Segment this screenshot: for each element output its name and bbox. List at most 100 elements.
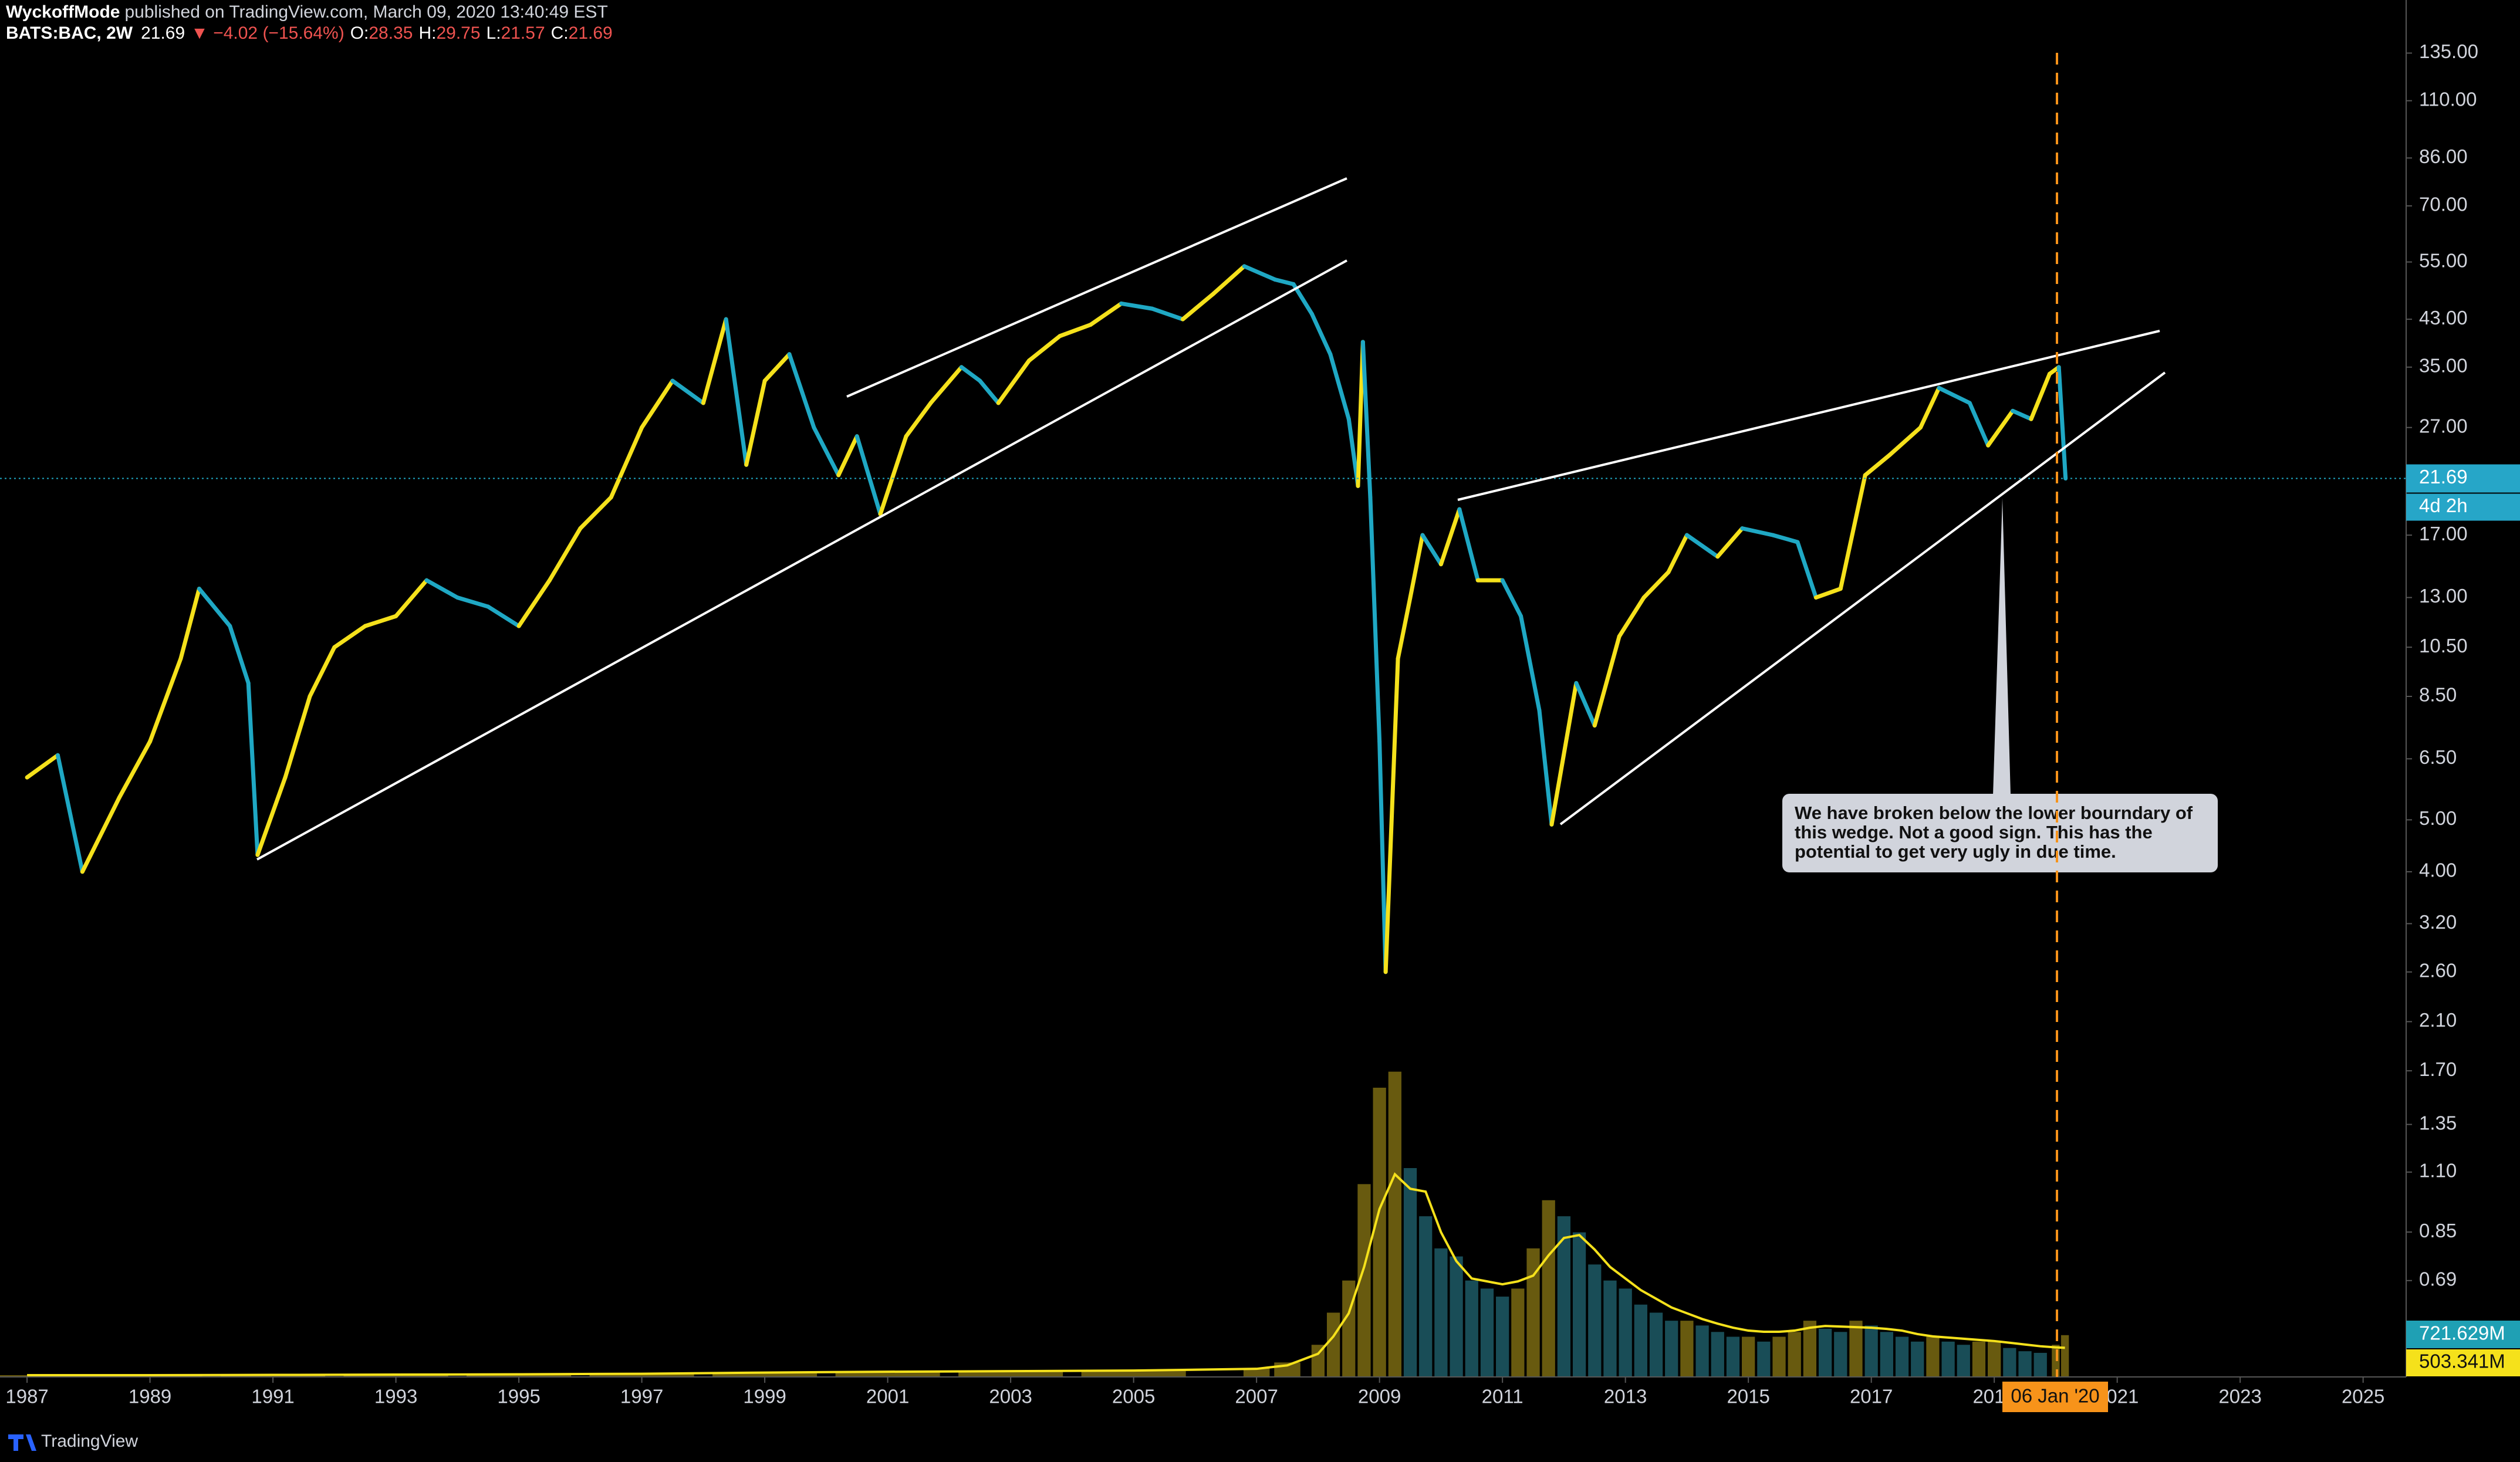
price-segment — [1795, 540, 1818, 600]
volume-bar — [1243, 1368, 1270, 1377]
volume-bar — [1542, 1200, 1555, 1377]
volume-bar — [589, 1373, 694, 1377]
x-tick-label: 2025 — [2342, 1386, 2384, 1407]
price-segment — [1715, 526, 1745, 559]
price-segment — [1771, 533, 1800, 544]
price-segment — [701, 317, 728, 405]
y-tick-label: 0.85 — [2419, 1220, 2457, 1241]
price-segment — [1967, 401, 1991, 448]
volume-bar — [1957, 1345, 1970, 1377]
volume-bar — [1772, 1336, 1786, 1377]
volume-ma-last-label: 503.341M — [2419, 1351, 2505, 1372]
countdown-label: 4d 2h — [2419, 495, 2468, 516]
last-price-label: 21.69 — [2419, 466, 2468, 488]
y-tick-label: 55.00 — [2419, 249, 2468, 271]
price-segment — [904, 401, 933, 439]
volume-bar — [1388, 1071, 1401, 1377]
price-segment — [1549, 681, 1579, 827]
price-segment — [1328, 352, 1351, 421]
volume-bar — [1788, 1332, 1801, 1377]
volume-bar — [1680, 1321, 1694, 1377]
price-segment — [1273, 277, 1296, 286]
author: WyckoffMode — [6, 2, 120, 22]
y-tick-label: 1.35 — [2419, 1112, 2457, 1133]
x-tick-label: 1989 — [129, 1386, 171, 1407]
volume-pane — [0, 1071, 2069, 1377]
price-segment — [55, 753, 85, 874]
trend-line — [1559, 371, 2166, 825]
price-segment — [363, 614, 398, 628]
price-segment — [1838, 473, 1867, 591]
volume-bar — [1342, 1280, 1356, 1377]
price-segment — [255, 775, 288, 857]
volume-bar — [2018, 1351, 2032, 1377]
volume-bar — [1450, 1256, 1463, 1377]
price-segment — [2056, 365, 2068, 481]
price-segment — [1420, 533, 1443, 567]
price-segment — [1150, 306, 1185, 321]
ohlc-value: 29.75 — [436, 23, 480, 43]
volume-bar — [1634, 1304, 1647, 1377]
price-segment — [424, 578, 460, 600]
volume-bar — [1757, 1341, 1771, 1377]
price-segment — [609, 425, 644, 500]
price-segment — [578, 495, 613, 531]
price-segment — [1863, 452, 1892, 478]
price-segment — [283, 694, 312, 780]
price-segment — [394, 578, 429, 618]
y-tick-label: 3.20 — [2419, 911, 2457, 933]
x-tick-label: 1987 — [5, 1386, 48, 1407]
price-segment — [1119, 301, 1154, 311]
y-tick-label: 43.00 — [2419, 307, 2468, 329]
volume-bar — [1588, 1264, 1602, 1377]
y-tick-label: 10.50 — [2419, 635, 2468, 656]
volume-bar — [1649, 1312, 1663, 1377]
price-segment — [1408, 533, 1425, 600]
volume-bar — [1695, 1325, 1709, 1377]
y-tick-label: 1.10 — [2419, 1160, 2457, 1182]
volume-bar — [1403, 1168, 1417, 1377]
volume-bar — [1665, 1321, 1678, 1377]
volume-bar — [1419, 1216, 1433, 1377]
last-price-box — [2406, 464, 2520, 493]
price-segment — [1368, 495, 1382, 744]
x-tick-label: 2015 — [1727, 1386, 1769, 1407]
price-segment — [1360, 340, 1373, 500]
price-segment — [1813, 587, 1843, 600]
price-segment — [1438, 507, 1462, 567]
crosshair-label: 06 Jan '20 — [2011, 1385, 2099, 1407]
price-segment — [640, 378, 675, 430]
price-segment — [836, 434, 859, 478]
price-segment — [959, 365, 982, 383]
volume-bar — [1926, 1336, 1940, 1377]
volume-bar — [1326, 1312, 1340, 1377]
price-segment — [1500, 578, 1524, 618]
y-tick-label: 135.00 — [2419, 40, 2478, 62]
header-line: WyckoffMode published on TradingView.com,… — [6, 2, 608, 22]
symbol: BATS:BAC, 2W — [6, 23, 133, 43]
volume-bar — [1988, 1341, 2001, 1377]
x-tick-label: 2013 — [1604, 1386, 1647, 1407]
price-segment — [25, 753, 60, 780]
price-segment — [486, 604, 521, 628]
ohlc-value: 28.35 — [369, 23, 413, 43]
y-tick-label: 1.70 — [2419, 1058, 2457, 1080]
price-segment — [928, 365, 964, 405]
price-segment — [80, 796, 121, 874]
price-segment — [1918, 385, 1941, 430]
price-segment — [1309, 312, 1333, 357]
price-segment — [547, 526, 583, 583]
callout-box — [1782, 794, 2218, 872]
y-tick-label: 86.00 — [2419, 145, 2468, 167]
x-tick-label: 2003 — [989, 1386, 1032, 1407]
price-segment — [1242, 264, 1278, 282]
ohlc-key: C: — [551, 23, 569, 43]
price-segment — [197, 587, 232, 628]
callout-text: We have broken below the lower bourndary… — [1795, 803, 2193, 823]
price-segment — [1574, 681, 1597, 728]
volume-bar — [1726, 1336, 1740, 1377]
x-tick-label: 1995 — [497, 1386, 540, 1407]
volume-bar — [1818, 1328, 1832, 1377]
